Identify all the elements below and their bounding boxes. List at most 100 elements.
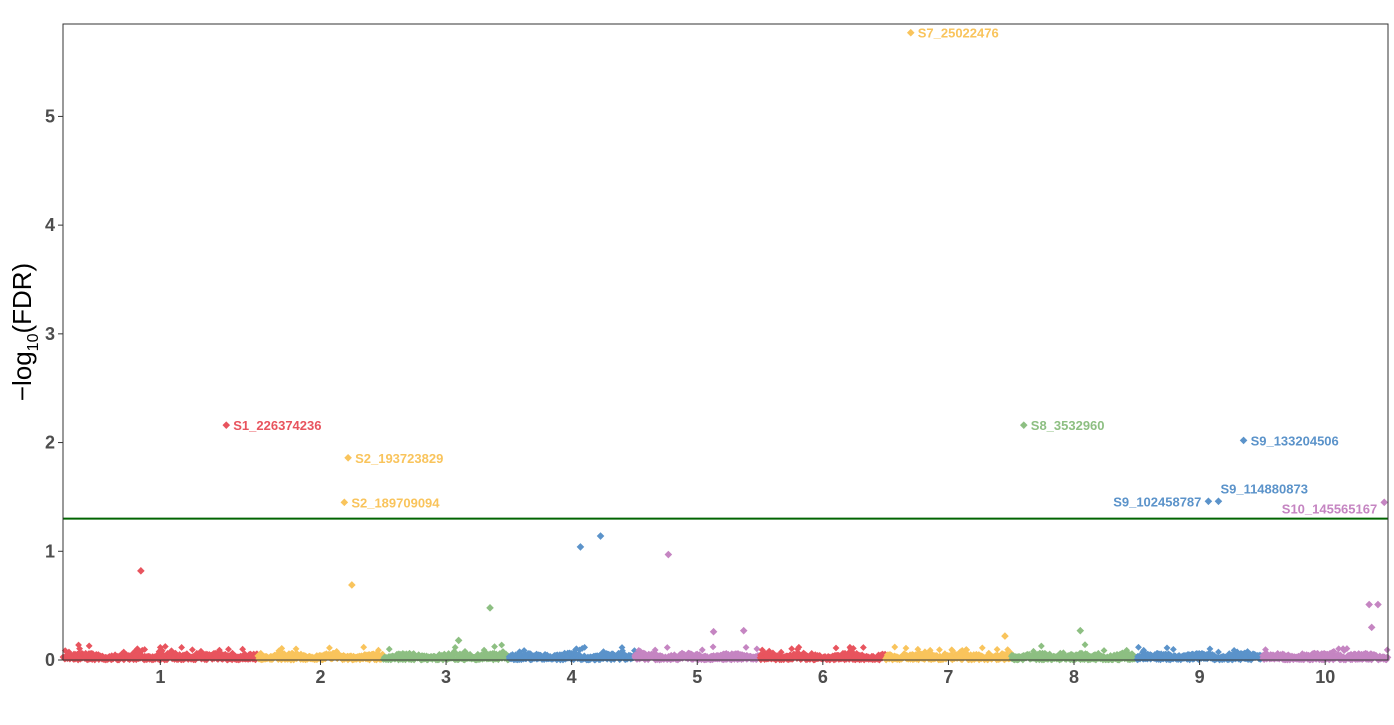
snp-point bbox=[85, 642, 93, 650]
significant-snp-point bbox=[1380, 498, 1389, 507]
significant-snp-point bbox=[340, 498, 349, 507]
snp-point bbox=[75, 641, 82, 649]
x-tick-label: 8 bbox=[1069, 667, 1079, 687]
snp-point bbox=[963, 646, 971, 654]
snp-point bbox=[278, 644, 286, 652]
y-axis-title-suffix: (FDR) bbox=[7, 263, 37, 334]
snp-point bbox=[596, 532, 605, 540]
snp-point bbox=[375, 646, 382, 654]
snp-point bbox=[1335, 645, 1343, 653]
y-tick-label: 1 bbox=[45, 541, 55, 561]
snp-point bbox=[936, 646, 943, 654]
y-axis-title-prefix: −log bbox=[7, 351, 37, 401]
snp-label: S10_145565167 bbox=[1282, 501, 1377, 516]
snp-point bbox=[239, 645, 247, 653]
snp-point bbox=[832, 644, 840, 652]
chromosome-8-points bbox=[1008, 641, 1140, 664]
snp-point bbox=[1135, 643, 1142, 651]
significant-snp-point bbox=[1214, 497, 1223, 506]
snp-point bbox=[188, 646, 196, 654]
snp-point bbox=[1365, 600, 1373, 609]
significant-snp-point bbox=[1204, 497, 1213, 506]
chromosome-3-points bbox=[379, 641, 513, 664]
snp-point bbox=[663, 644, 671, 651]
x-tick-label: 7 bbox=[943, 667, 953, 687]
snp-point bbox=[1367, 623, 1376, 632]
snp-point bbox=[292, 645, 300, 653]
y-tick-label: 2 bbox=[45, 433, 55, 453]
y-axis-title-subscript: 10 bbox=[25, 333, 42, 351]
snp-point bbox=[498, 641, 506, 649]
significant-snp-point bbox=[344, 453, 352, 462]
snp-point bbox=[1374, 600, 1382, 609]
snp-point bbox=[709, 643, 717, 651]
y-axis-title: −log10(FDR) bbox=[7, 263, 42, 401]
snp-point bbox=[1037, 642, 1045, 650]
snp-label: S9_114880873 bbox=[1220, 481, 1307, 496]
snp-point bbox=[753, 645, 761, 653]
snp-point bbox=[849, 644, 857, 652]
snp-point bbox=[795, 643, 803, 651]
snp-point bbox=[777, 648, 785, 656]
snp-label: S8_3532960 bbox=[1031, 418, 1105, 433]
snp-label: S1_226374236 bbox=[233, 418, 321, 433]
snp-point bbox=[462, 649, 470, 657]
snp-point bbox=[1206, 645, 1214, 653]
snp-point bbox=[581, 643, 589, 651]
snp-point bbox=[576, 543, 585, 551]
snp-point bbox=[454, 636, 463, 645]
plot-border bbox=[62, 23, 1389, 661]
snp-point bbox=[1004, 646, 1012, 654]
snp-point bbox=[902, 644, 910, 652]
x-tick-label: 9 bbox=[1195, 667, 1205, 687]
snp-point bbox=[76, 645, 83, 653]
snp-point bbox=[225, 645, 232, 653]
x-tick-label: 6 bbox=[818, 667, 828, 687]
x-tick-label: 3 bbox=[441, 667, 451, 687]
snp-point bbox=[1330, 647, 1338, 655]
snp-point bbox=[742, 644, 750, 651]
snp-label: S9_133204506 bbox=[1251, 433, 1339, 448]
snp-point bbox=[1383, 646, 1391, 654]
x-tick-label: 2 bbox=[315, 667, 325, 687]
snp-point bbox=[698, 646, 706, 654]
snp-point bbox=[1343, 645, 1351, 652]
x-tick-label: 4 bbox=[567, 667, 577, 687]
snp-point bbox=[1230, 647, 1238, 654]
snp-point bbox=[739, 626, 748, 635]
snp-point bbox=[137, 567, 145, 575]
snp-point bbox=[491, 643, 498, 651]
y-tick-label: 4 bbox=[45, 215, 55, 235]
snp-point bbox=[788, 645, 796, 653]
x-tick-label: 10 bbox=[1315, 667, 1335, 687]
snp-point bbox=[1100, 647, 1108, 654]
snp-point bbox=[1081, 641, 1089, 649]
snp-label: S9_102458787 bbox=[1113, 494, 1201, 509]
snp-point bbox=[859, 644, 867, 651]
snp-point bbox=[1001, 632, 1009, 640]
snp-point bbox=[141, 646, 149, 653]
snp-point bbox=[664, 550, 673, 559]
snp-point bbox=[178, 644, 186, 651]
chromosome-10-points bbox=[1259, 645, 1392, 664]
plot-area: S1_226374236 S2_193723829 S2_189709094 S7_2… bbox=[59, 26, 1392, 664]
snp-point bbox=[1169, 645, 1177, 653]
y-tick-label: 0 bbox=[45, 650, 55, 670]
snp-label: S7_25022476 bbox=[918, 26, 999, 41]
snp-point bbox=[1351, 650, 1359, 658]
snp-point bbox=[978, 644, 986, 652]
snp-point bbox=[1083, 650, 1091, 658]
x-axis: 1 2 3 4 5 6 7 8 9 10 bbox=[155, 660, 1335, 687]
snp-label: S2_193723829 bbox=[355, 451, 443, 466]
x-tick-label: 1 bbox=[155, 667, 165, 687]
x-tick-label: 5 bbox=[692, 667, 702, 687]
significant-snp-point bbox=[1239, 436, 1248, 445]
snp-point bbox=[326, 644, 333, 652]
snp-point bbox=[1140, 646, 1148, 654]
snp-point bbox=[891, 643, 899, 651]
significant-snp-point bbox=[906, 28, 915, 37]
snp-label: S2_189709094 bbox=[351, 495, 440, 510]
chromosome-7-points bbox=[882, 643, 1015, 664]
